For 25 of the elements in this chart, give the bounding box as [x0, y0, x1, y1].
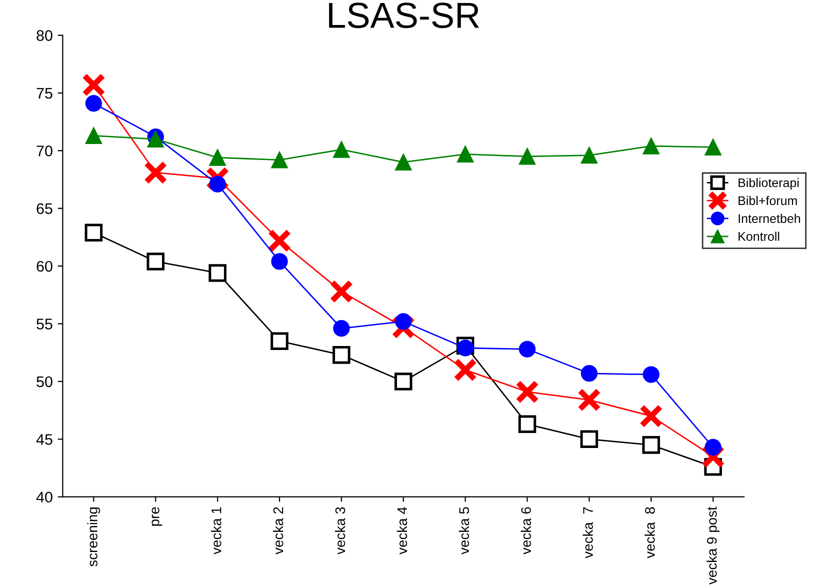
x-tick-label: vecka 5 [458, 507, 470, 554]
x-tick-label: vecka 2 [273, 507, 284, 554]
x-tick-label: vecka 1 [211, 507, 222, 554]
y-tick-label: 55 [36, 318, 52, 330]
y-tick-label: 70 [36, 146, 52, 156]
y-tick-label: 40 [36, 492, 52, 503]
y-tick-label: 80 [36, 30, 52, 41]
x-tick-label: vecka 3 [334, 507, 346, 554]
chart-title: LSAS-SR [329, 2, 479, 28]
y-tick-label: 75 [36, 88, 52, 99]
x-tick-label: vecka 6 [520, 507, 531, 554]
legend-label: Biblioterapi [738, 178, 799, 190]
x-tick-label: vecka 8 [644, 507, 655, 558]
y-tick-label: 60 [36, 260, 52, 272]
y-tick-label: 65 [36, 203, 52, 214]
legend-label: Bibl+forum [738, 196, 797, 206]
legend-label: Kontroll [738, 232, 780, 241]
y-tick-label: 45 [36, 434, 52, 445]
y-tick-label: 50 [36, 376, 52, 388]
legend-label: Internetbeh [738, 214, 800, 223]
x-tick-label: vecka 4 [396, 506, 408, 554]
x-tick-label: pre [152, 507, 162, 526]
x-tick-label: vecka 9 post [706, 506, 720, 585]
x-tick-label: vecka 7 [582, 507, 593, 558]
x-tick-label: screening [87, 507, 100, 566]
